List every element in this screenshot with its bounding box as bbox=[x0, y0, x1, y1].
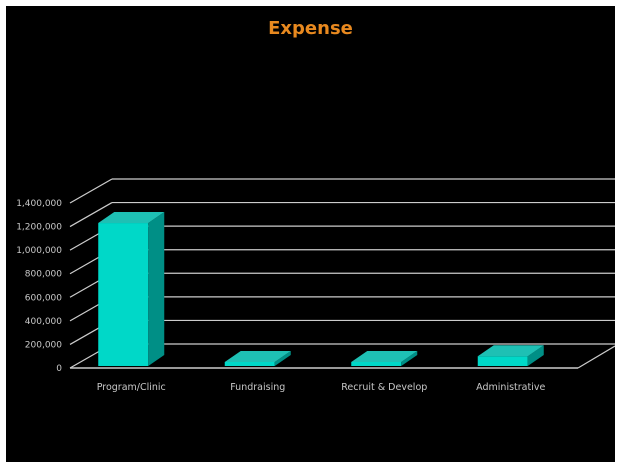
y-tick-label: 1,000,000 bbox=[16, 246, 62, 256]
x-category-label: Administrative bbox=[476, 382, 545, 393]
y-tick-label: 600,000 bbox=[25, 293, 62, 303]
floor-edge bbox=[577, 345, 615, 369]
bar bbox=[351, 362, 402, 366]
bar-top bbox=[224, 351, 291, 362]
bar-chart: 0 200,000 400,000 600,000 800,000 1,000,000 1,… bbox=[16, 178, 615, 393]
y-tick-label: 200,000 bbox=[25, 340, 62, 350]
x-category-label: Recruit & Develop bbox=[341, 382, 427, 393]
chart-area: Expense 0 200,000 400,000 600,000 800,000 1,0… bbox=[6, 6, 615, 462]
y-tick-label: 1,400,000 bbox=[16, 199, 62, 209]
x-category-label: Program/Clinic bbox=[97, 382, 166, 393]
bar bbox=[477, 356, 528, 366]
chart-title: Expense bbox=[268, 18, 353, 39]
gridline-diagonal bbox=[69, 202, 113, 228]
y-tick-label: 0 bbox=[56, 364, 62, 374]
bar-side bbox=[401, 351, 418, 366]
bar-top bbox=[98, 212, 165, 224]
y-tick-label: 1,200,000 bbox=[16, 223, 62, 233]
y-tick-label: 800,000 bbox=[25, 270, 62, 280]
bar-side bbox=[274, 351, 291, 366]
bar-side bbox=[148, 212, 165, 366]
bar bbox=[224, 362, 275, 366]
bar bbox=[98, 223, 149, 366]
y-tick-label: 400,000 bbox=[25, 317, 62, 327]
gridline-diagonal bbox=[69, 178, 113, 204]
bar-top bbox=[477, 345, 544, 357]
bar-top bbox=[351, 351, 418, 362]
bar-side bbox=[527, 345, 544, 366]
x-category-label: Fundraising bbox=[230, 382, 285, 393]
